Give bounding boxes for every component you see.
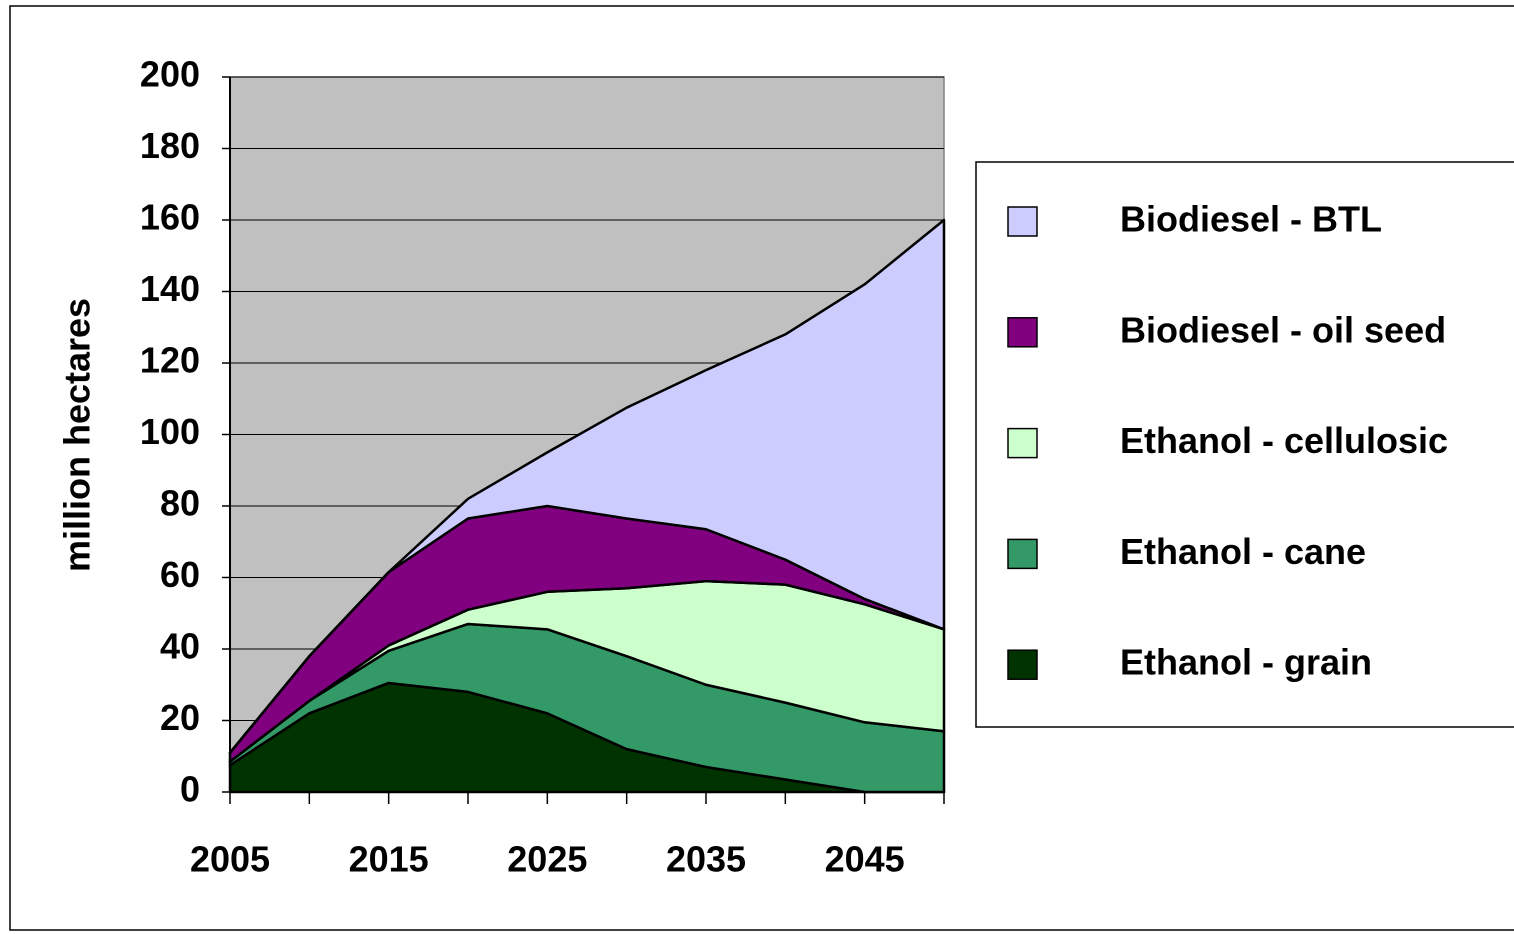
legend-swatch	[1007, 427, 1038, 459]
x-tick-label: 2045	[825, 839, 905, 880]
y-axis-label: million hectares	[57, 298, 98, 572]
y-tick-label: 100	[140, 411, 200, 452]
x-tick-label: 2025	[507, 839, 587, 880]
legend-label: Ethanol - cane	[1120, 531, 1366, 572]
legend-swatch	[1007, 538, 1038, 570]
y-tick-label: 160	[140, 197, 200, 238]
y-tick-label: 140	[140, 268, 200, 309]
x-tick-label: 2015	[349, 839, 429, 880]
legend-label: Ethanol - cellulosic	[1120, 420, 1448, 461]
legend-swatch	[1007, 206, 1038, 237]
y-tick-label: 120	[140, 340, 200, 381]
y-tick-label: 80	[160, 483, 200, 524]
y-tick-label: 200	[140, 54, 200, 95]
legend-label: Ethanol - grain	[1120, 642, 1372, 683]
legend	[975, 161, 1514, 728]
legend-label: Biodiesel - oil seed	[1120, 309, 1446, 350]
legend-label: Biodiesel - BTL	[1120, 199, 1382, 240]
legend-swatch	[1007, 317, 1038, 348]
y-tick-label: 40	[160, 626, 200, 667]
legend-swatch	[1007, 649, 1038, 680]
y-tick-label: 20	[160, 697, 200, 738]
y-tick-label: 0	[180, 769, 200, 810]
x-tick-label: 2005	[190, 839, 270, 880]
y-tick-label: 180	[140, 125, 200, 166]
y-tick-label: 60	[160, 554, 200, 595]
x-tick-label: 2035	[666, 839, 746, 880]
area	[228, 218, 946, 754]
